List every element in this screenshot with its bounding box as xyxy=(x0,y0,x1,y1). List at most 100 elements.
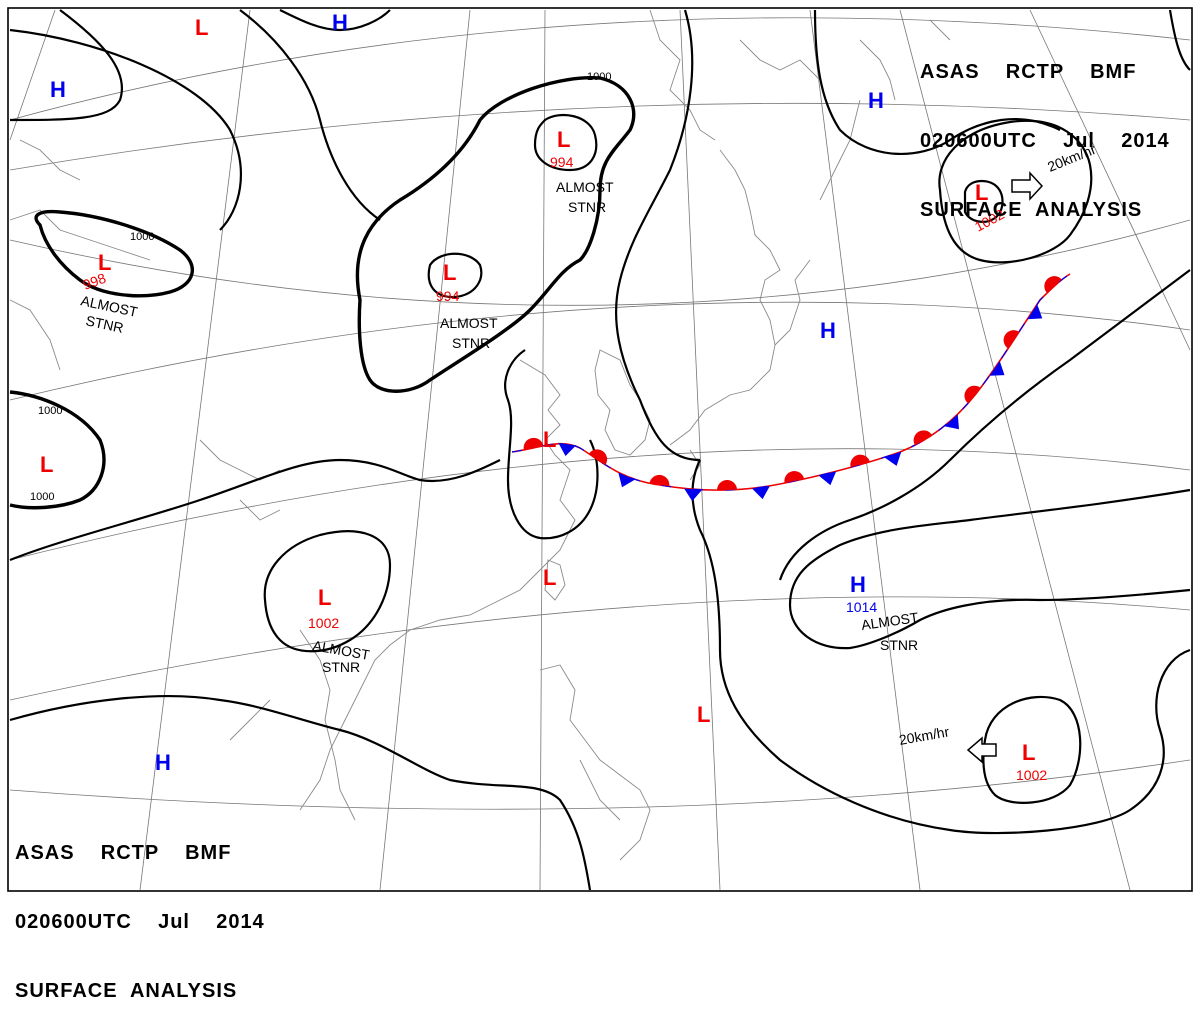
grid-parallel xyxy=(9,448,1191,561)
high-pressure-symbol: H xyxy=(868,88,884,113)
weather-map: 1000 1000 1000 1000 20km/hr 20km/hr L 99… xyxy=(0,0,1200,899)
isobar-north-4 xyxy=(614,9,701,462)
front-symbol-shape xyxy=(1044,276,1062,293)
warm-front-semicircle xyxy=(964,385,981,404)
coastline-japan xyxy=(669,149,811,481)
header-bottom: ASAS RCTP BMF 020600UTC Jul 2014 SURFACE… xyxy=(15,796,265,1026)
warm-front-semicircle xyxy=(1044,276,1062,293)
isobar-ring-ne xyxy=(938,119,1093,264)
front-symbol-shape xyxy=(618,472,635,488)
coastline-korea xyxy=(594,349,651,456)
pressure-value: 994 xyxy=(550,154,574,170)
isobar-label: 1000 xyxy=(587,71,611,83)
high-pressure-symbol: H xyxy=(155,750,171,775)
isobar-labels: 1000 1000 1000 1000 xyxy=(30,71,611,503)
header-line-2: 020600UTC Jul 2014 xyxy=(920,130,1170,152)
front-symbol-shape xyxy=(944,414,959,430)
grid-parallel xyxy=(9,102,1191,171)
pressure-value: 1002 xyxy=(1016,767,1047,783)
cold-front-triangle xyxy=(818,471,837,486)
pressure-centre: H xyxy=(155,750,171,775)
high-pressure-symbol: H xyxy=(50,77,66,102)
front-symbol-shape xyxy=(784,471,805,484)
high-pressure-symbol: H xyxy=(850,572,866,597)
front-symbol-shape xyxy=(989,360,1005,376)
isobar-west-belt xyxy=(9,458,501,562)
status-stnr: STNR xyxy=(568,199,606,215)
pressure-centre: L xyxy=(697,702,710,727)
grid-meridian xyxy=(139,9,251,891)
header-line-3: SURFACE ANALYSIS xyxy=(15,980,238,1002)
isobar-north-2 xyxy=(279,9,391,32)
coastline-russia xyxy=(649,9,951,141)
cold-front-triangle xyxy=(752,485,770,500)
low-pressure-symbol: L xyxy=(195,15,208,40)
warm-front-semicircle xyxy=(588,449,608,465)
front-symbol-shape xyxy=(588,449,608,465)
grid-meridian xyxy=(899,9,1131,891)
pressure-value: 1002 xyxy=(308,615,339,631)
cold-front-triangle xyxy=(684,488,703,502)
front-marks xyxy=(523,276,1062,502)
status-almost: ALMOST xyxy=(860,609,920,633)
status-stnr: STNR xyxy=(84,312,125,336)
low-pressure-symbol: L xyxy=(40,452,53,477)
isobar-mid-pacific xyxy=(691,459,1191,835)
front-symbol-shape xyxy=(1003,330,1020,349)
grid-parallel xyxy=(9,759,1191,810)
isobar-1002-se xyxy=(982,695,1082,804)
warm-front-semicircle xyxy=(1003,330,1020,349)
low-pressure-symbol: L xyxy=(98,250,111,275)
isobar-1002-sw xyxy=(263,530,392,653)
coastlines xyxy=(9,9,951,861)
pressure-centre: H 1014 ALMOST STNR xyxy=(846,572,920,653)
map-background xyxy=(0,0,1200,899)
warm-front-semicircle xyxy=(850,454,870,468)
coastline-philippines xyxy=(539,664,651,861)
status-stnr: STNR xyxy=(880,637,918,653)
front-symbol-shape xyxy=(913,430,933,446)
isobar-label: 1000 xyxy=(130,231,154,243)
low-pressure-symbol: L xyxy=(697,702,710,727)
cold-front-triangle xyxy=(989,360,1005,376)
isobars xyxy=(9,9,1191,891)
status-stnr: STNR xyxy=(322,659,360,675)
front-symbol-shape xyxy=(558,442,577,456)
motion-arrow-icon xyxy=(966,736,997,764)
header-line-1: ASAS RCTP BMF xyxy=(920,61,1137,83)
isobar-1000-west xyxy=(34,209,194,298)
pressure-value: 994 xyxy=(436,288,460,304)
status-almost: ALMOST xyxy=(556,179,614,195)
status-stnr: STNR xyxy=(452,335,490,351)
coastline-west xyxy=(9,139,281,521)
pressure-centre: L 994 ALMOST STNR xyxy=(550,127,614,215)
pressure-value: 1014 xyxy=(846,599,877,615)
grid-parallel xyxy=(9,301,1191,401)
front-line-blue xyxy=(511,273,1071,491)
front-symbol-shape xyxy=(684,488,703,502)
coastline-taiwan xyxy=(544,559,566,601)
isobar-1002-ne xyxy=(963,179,1004,223)
isobar-994-b xyxy=(427,252,483,299)
cold-front-triangle xyxy=(1027,304,1043,320)
pressure-centre: L 994 ALMOST STNR xyxy=(436,260,498,351)
isobar-994-a xyxy=(533,113,598,172)
coastline-vietnam xyxy=(229,629,356,821)
cold-front-triangle xyxy=(944,414,959,430)
motion-arrow-icon xyxy=(1011,171,1044,201)
grid-meridian xyxy=(1029,9,1191,351)
grid-meridian xyxy=(809,9,921,891)
front-symbol-shape xyxy=(850,454,870,468)
isobar-yellow-sea xyxy=(504,349,599,540)
low-pressure-symbol: L xyxy=(543,427,556,452)
low-pressure-symbol: L xyxy=(318,585,331,610)
coastline-china xyxy=(299,359,576,811)
cold-front-triangle xyxy=(618,472,635,488)
warm-front-semicircle xyxy=(784,471,805,484)
warm-front-semicircle xyxy=(523,437,544,450)
front-symbol-shape xyxy=(818,471,837,486)
cold-front-triangle xyxy=(884,451,902,466)
front-symbol-shape xyxy=(964,385,981,404)
grid-meridian xyxy=(539,9,546,891)
low-pressure-symbol: L xyxy=(975,180,988,205)
